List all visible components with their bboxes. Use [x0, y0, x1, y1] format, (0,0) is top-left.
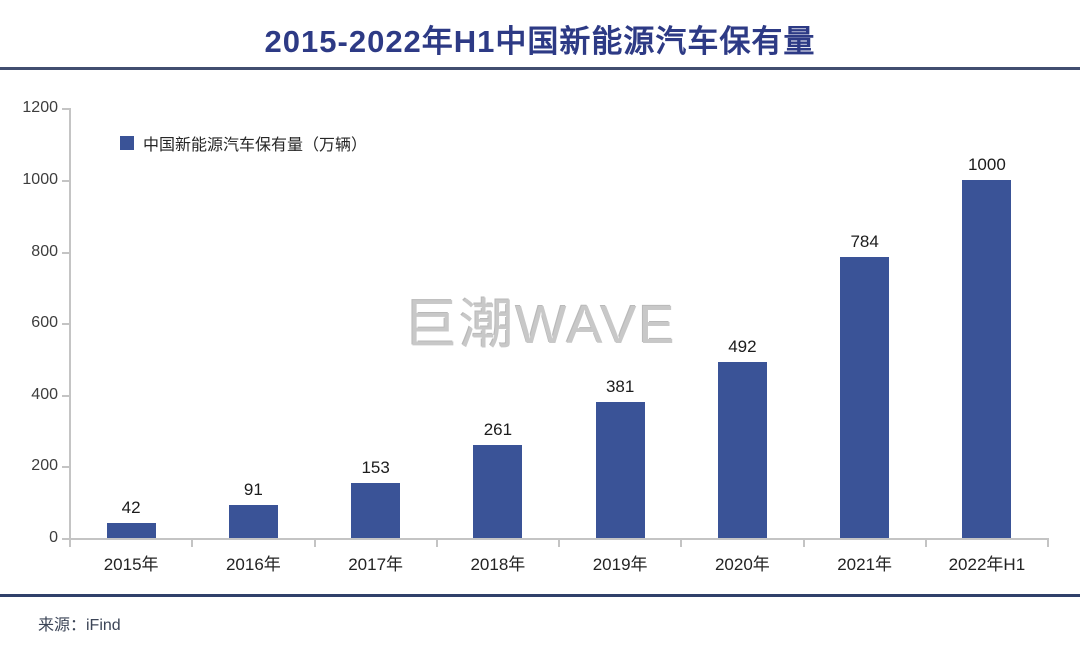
x-axis-category-label: 2018年	[470, 555, 526, 574]
y-axis-tick	[62, 108, 69, 111]
y-axis-tick	[62, 180, 69, 182]
x-axis-tick	[680, 540, 683, 547]
y-axis-tick-label: 800	[31, 242, 58, 260]
source-label: 来源：iFind	[38, 617, 121, 634]
y-axis-tick-label: 0	[49, 529, 58, 546]
bar-value-label: 784	[850, 232, 879, 251]
y-axis-tick	[62, 466, 69, 469]
x-axis-category-label: 2019年	[592, 555, 648, 574]
bar	[717, 362, 767, 538]
x-axis-tick	[924, 540, 927, 547]
bar-value-label: 492	[728, 337, 757, 356]
chart-title: 2015-2022年H1中国新能源汽车保有量	[264, 24, 816, 59]
bar	[962, 180, 1012, 538]
bar	[106, 523, 156, 538]
x-axis-tick	[313, 540, 316, 547]
x-axis-category-label: 2016年	[225, 555, 281, 574]
bar-value-label: 381	[605, 377, 635, 396]
x-axis-category-label: 2021年	[837, 555, 893, 574]
x-axis-tick	[558, 540, 560, 547]
x-axis-category-label: 2022年H1	[948, 555, 1026, 574]
title-divider	[0, 67, 1080, 70]
bar	[351, 483, 401, 538]
y-axis-tick	[62, 538, 69, 540]
bar-value-label: 153	[361, 458, 390, 477]
bar	[595, 402, 645, 538]
y-axis-tick-label: 400	[31, 385, 58, 403]
bar	[473, 445, 523, 538]
x-axis-tick	[1047, 540, 1049, 547]
legend-label: 中国新能源汽车保有量（万辆）	[143, 137, 368, 154]
watermark: 巨潮WAVE	[403, 295, 677, 355]
x-axis-category-label: 2017年	[348, 555, 404, 574]
bar-chart-plot: 中国新能源汽车保有量（万辆） 巨潮WAVE 0 200 400 600 800 1000 1…	[0, 80, 1080, 590]
y-axis-tick-label: 600	[31, 314, 58, 332]
x-axis-line	[69, 538, 1049, 540]
y-axis-tick-label: 200	[31, 457, 58, 475]
y-axis-tick-label: 1000	[22, 171, 58, 188]
x-axis-tick	[435, 540, 438, 547]
bar	[228, 505, 278, 538]
legend-swatch-icon	[120, 136, 134, 150]
y-axis-tick	[62, 323, 69, 326]
x-axis-category-label: 2015年	[103, 555, 159, 574]
y-axis-tick	[62, 394, 69, 397]
x-axis-tick	[69, 540, 71, 547]
bar	[840, 257, 890, 538]
bar-value-label: 1000	[967, 155, 1006, 174]
y-axis-line	[69, 108, 71, 540]
x-axis-tick	[802, 540, 805, 547]
y-axis-tick-label: 1200	[22, 99, 58, 117]
y-axis-tick	[62, 251, 69, 254]
chart-legend: 中国新能源汽车保有量（万辆）	[120, 131, 367, 155]
x-axis-tick	[191, 540, 194, 547]
footer-divider	[0, 594, 1080, 597]
bar-value-label: 261	[483, 420, 513, 439]
bar-value-label: 91	[243, 480, 263, 499]
bar-value-label: 42	[121, 498, 141, 517]
x-axis-category-label: 2020年	[714, 555, 770, 574]
